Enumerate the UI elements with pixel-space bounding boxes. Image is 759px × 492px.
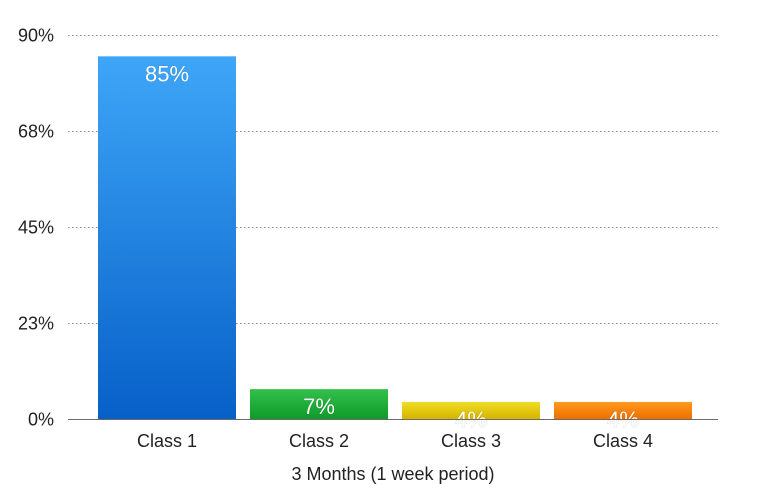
bar-data-label: 7% <box>303 394 335 419</box>
x-axis-title: 3 Months (1 week period) <box>291 464 494 484</box>
x-axis-category-labels: Class 1 Class 2 Class 3 Class 4 <box>137 431 653 451</box>
y-tick-label: 68% <box>18 122 54 142</box>
bar-data-label: 85% <box>145 61 189 86</box>
x-category-label: Class 3 <box>441 431 501 451</box>
y-tick-label: 0% <box>28 410 54 430</box>
y-tick-label: 90% <box>18 26 54 46</box>
x-category-label: Class 1 <box>137 431 197 451</box>
y-tick-label: 45% <box>18 218 54 238</box>
x-category-label: Class 4 <box>593 431 653 451</box>
bar-class-4 <box>554 401 692 419</box>
bar-class-1 <box>98 56 236 419</box>
y-axis-tick-labels: 0% 23% 45% 68% 90% <box>18 26 54 430</box>
bar-class-2 <box>250 389 388 419</box>
bars <box>98 56 692 419</box>
y-tick-label: 23% <box>18 314 54 334</box>
x-category-label: Class 2 <box>289 431 349 451</box>
bar-class-3 <box>402 401 540 419</box>
